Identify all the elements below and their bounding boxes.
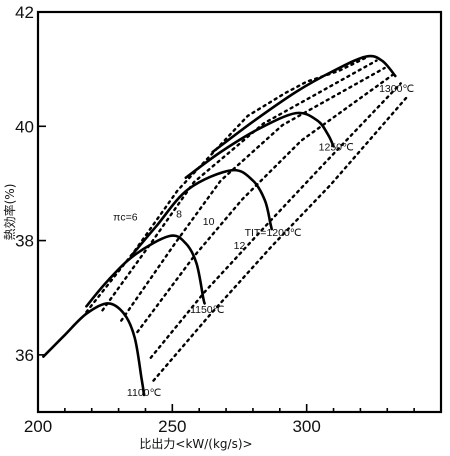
pressure-ratio-line-7 bbox=[101, 59, 378, 312]
tit-curve-2 bbox=[85, 234, 206, 308]
y-axis-label: 熱効率(%) bbox=[2, 184, 17, 241]
y-tick-label: 42 bbox=[15, 3, 34, 22]
annotation-label: 10 bbox=[203, 216, 215, 228]
y-tick-label: 36 bbox=[15, 346, 34, 365]
annotation-label: 1150℃ bbox=[190, 304, 225, 316]
annotation-label: 1250℃ bbox=[319, 141, 354, 153]
pressure-ratio-line-11 bbox=[152, 93, 410, 382]
annotation-label: TIT=1200℃ bbox=[245, 227, 302, 239]
axis-ticks bbox=[37, 11, 415, 412]
annotation-label: 1300℃ bbox=[379, 83, 414, 95]
pressure-ratio-line-9 bbox=[136, 73, 394, 334]
x-tick-label: 300 bbox=[292, 417, 320, 436]
annotation-label: 1100℃ bbox=[127, 387, 162, 399]
tit-curve-5 bbox=[211, 54, 397, 154]
x-tick-label: 200 bbox=[24, 417, 52, 436]
pressure-ratio-line-10 bbox=[149, 82, 402, 359]
annotation-label: πc=6 bbox=[113, 212, 138, 224]
pressure-ratio-line-8 bbox=[120, 66, 386, 322]
annotation-label: 12 bbox=[234, 240, 246, 252]
y-tick-label: 38 bbox=[15, 232, 34, 251]
series-layer bbox=[42, 54, 410, 397]
x-axis-label: 比出力<kW/(kg/s)> bbox=[139, 437, 252, 451]
pressure-ratio-line-6 bbox=[85, 56, 367, 314]
tit-curve-4 bbox=[184, 111, 335, 179]
tit-curve-1 bbox=[42, 302, 146, 397]
x-tick-label: 250 bbox=[158, 417, 186, 436]
annotation-label: 8 bbox=[176, 209, 182, 221]
tit-curve-3 bbox=[130, 168, 273, 257]
axis-tick-labels: 200 250 300 36 38 40 42 bbox=[15, 3, 321, 436]
y-tick-label: 40 bbox=[15, 117, 34, 136]
plot-frame bbox=[36, 10, 443, 414]
